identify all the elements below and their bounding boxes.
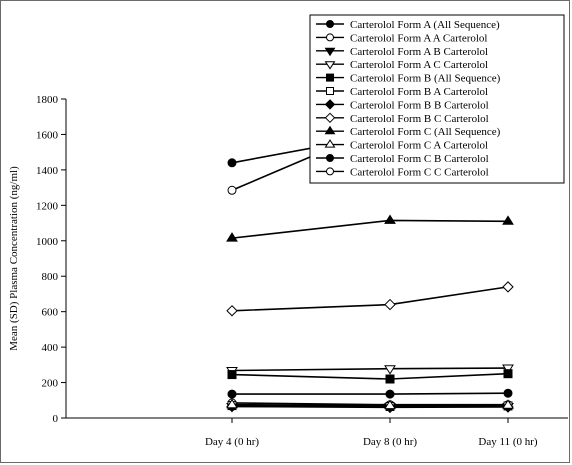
legend-marker (326, 154, 334, 162)
data-point (503, 388, 513, 398)
legend-item: Carterolol Form A C Carterolol (316, 59, 488, 71)
legend-item: Carterolol Form B (All Sequence) (316, 73, 501, 85)
series-8 (226, 281, 514, 317)
series-9 (226, 214, 514, 242)
legend-item: Carterolol Form C C Carterolol (316, 166, 489, 178)
y-tick-label: 800 (42, 271, 59, 283)
legend-marker (324, 125, 336, 135)
data-point (226, 305, 238, 317)
series-line (231, 372, 509, 380)
series-line (231, 405, 509, 409)
data-point (227, 158, 237, 168)
data-point (384, 365, 396, 375)
series-4 (226, 364, 514, 377)
legend-item: Carterolol Form A A Carterolol (316, 32, 488, 44)
data-point (502, 399, 514, 409)
y-tick-label: 1200 (36, 200, 59, 212)
y-tick-label: 200 (42, 378, 59, 390)
legend-label: Carterolol Form B A Carterolol (350, 86, 488, 98)
legend-label: Carterolol Form B (All Sequence) (350, 73, 501, 85)
y-tick-label: 1400 (36, 165, 59, 177)
legend-label: Carterolol Form B C Carterolol (350, 113, 489, 125)
series-line (231, 219, 509, 239)
legend-item: Carterolol Form C B Carterolol (316, 153, 489, 165)
legend-marker (326, 87, 334, 95)
x-tick-label: Day 8 (0 hr) (363, 436, 417, 448)
legend-item: Carterolol Form A B Carterolol (316, 46, 488, 58)
legend: Carterolol Form A (All Sequence)Carterol… (309, 14, 565, 184)
series-line (231, 286, 509, 312)
y-axis-label: Mean (SD) Plasma Concentration (ng/ml) (8, 166, 20, 351)
legend-label: Carterolol Form B B Carterolol (350, 99, 489, 111)
series-line (231, 367, 509, 372)
series-1 (227, 388, 513, 399)
series-line (232, 392, 509, 395)
legend-label: Carterolol Form A C Carterolol (350, 59, 488, 71)
data-point (227, 370, 237, 380)
y-tick-label: 1800 (36, 94, 59, 106)
y-tick-label: 1600 (36, 129, 59, 141)
legend-label: Carterolol Form C A Carterolol (350, 140, 488, 152)
legend-label: Carterolol Form A B Carterolol (350, 46, 488, 58)
data-point (226, 398, 238, 409)
data-point (384, 298, 396, 311)
y-tick-label: 600 (42, 307, 59, 319)
series-10 (226, 398, 514, 410)
legend-marker (326, 73, 334, 82)
legend-marker (326, 20, 334, 28)
legend-marker (324, 139, 336, 148)
data-point (502, 281, 514, 293)
legend-marker (324, 112, 336, 124)
legend-label: Carterolol Form C B Carterolol (350, 153, 489, 165)
data-point (384, 399, 396, 410)
legend-marker (326, 33, 334, 42)
data-point (226, 232, 238, 242)
y-tick-label: 1000 (36, 236, 59, 248)
legend-item: Carterolol Form B A Carterolol (316, 86, 488, 98)
legend-marker (326, 167, 334, 176)
legend-item: Carterolol Form A (All Sequence) (316, 19, 500, 31)
data-point (385, 389, 395, 399)
series-5 (227, 369, 513, 384)
legend-marker (324, 47, 336, 57)
data-point (502, 364, 514, 374)
data-point (384, 214, 396, 224)
y-tick-label: 400 (42, 342, 59, 354)
legend-item: Carterolol Form B C Carterolol (316, 112, 489, 125)
legend-label: Carterolol Form A A Carterolol (350, 32, 488, 44)
legend-item: Carterolol Form C (All Sequence) (316, 125, 501, 138)
legend-item: Carterolol Form B B Carterolol (316, 99, 489, 111)
legend-label: Carterolol Form C C Carterolol (350, 166, 489, 178)
legend-item: Carterolol Form C A Carterolol (316, 139, 488, 152)
legend-marker (324, 99, 336, 110)
data-point (502, 215, 514, 225)
data-point (227, 185, 237, 195)
x-tick-label: Day 4 (0 hr) (205, 436, 259, 448)
data-point (385, 374, 395, 384)
data-point (503, 369, 513, 379)
axes: 0 200 400 600 800 1000 1200 1400 1600 1800 Mean (S… (8, 94, 568, 448)
legend-marker (324, 61, 336, 70)
series-line (231, 403, 509, 407)
x-tick-label: Day 11 (0 hr) (478, 436, 537, 448)
y-tick-label: 0 (53, 413, 59, 425)
legend-box (309, 14, 565, 184)
legend-label: Carterolol Form C (All Sequence) (350, 126, 501, 138)
legend-label: Carterolol Form A (All Sequence) (350, 19, 500, 31)
data-point (227, 389, 237, 399)
